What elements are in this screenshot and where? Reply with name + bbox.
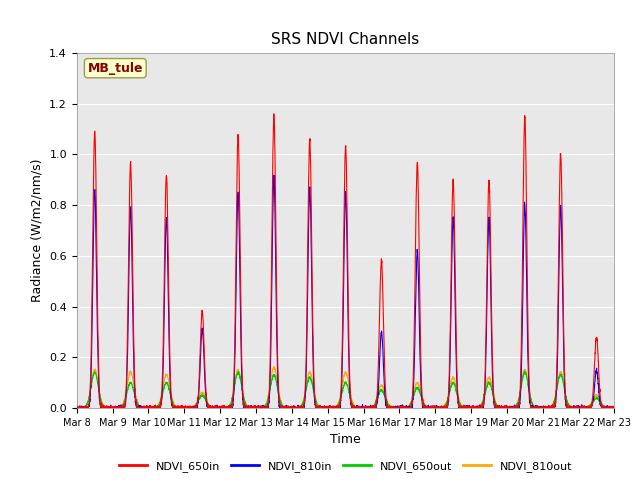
Text: MB_tule: MB_tule xyxy=(88,62,143,75)
X-axis label: Time: Time xyxy=(330,433,361,446)
Title: SRS NDVI Channels: SRS NDVI Channels xyxy=(271,33,420,48)
Legend: NDVI_650in, NDVI_810in, NDVI_650out, NDVI_810out: NDVI_650in, NDVI_810in, NDVI_650out, NDV… xyxy=(115,456,577,476)
Y-axis label: Radiance (W/m2/nm/s): Radiance (W/m2/nm/s) xyxy=(31,159,44,302)
